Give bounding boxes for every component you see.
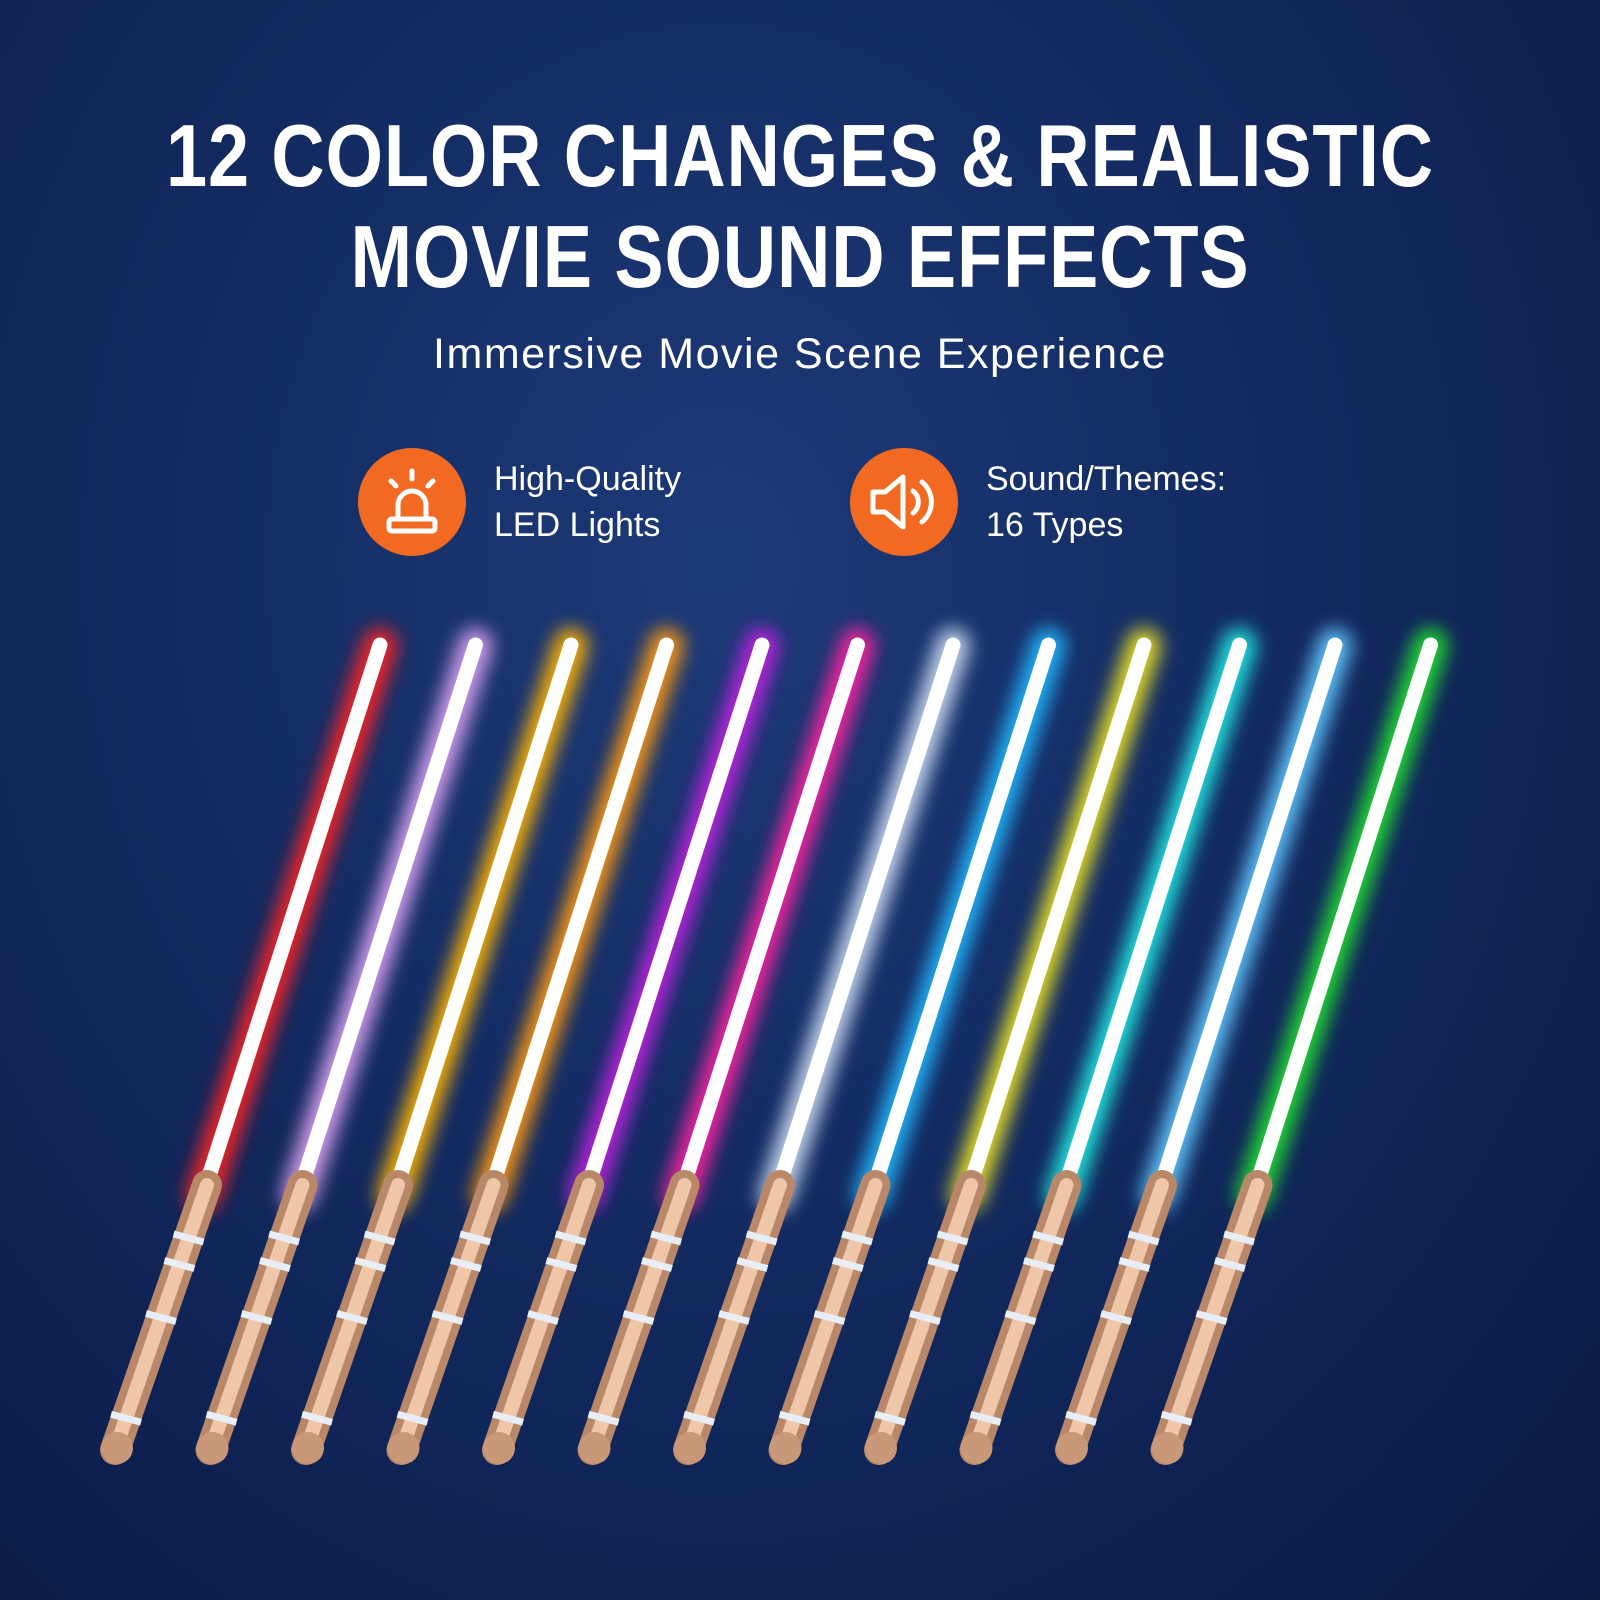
hilt-ring [874, 1410, 906, 1426]
hilt-ring [431, 1310, 464, 1325]
pommel [578, 1432, 611, 1464]
pommel [101, 1432, 133, 1464]
hilt-ring [1127, 1230, 1160, 1246]
feature-2-line-2: 16 Types [986, 506, 1124, 544]
hilt-ring [1065, 1410, 1097, 1426]
feature-1-line-2: LED Lights [494, 506, 661, 544]
hilt-ring [301, 1410, 333, 1426]
blade [768, 637, 961, 1203]
hilt-ring [336, 1310, 368, 1325]
hilt-ring [545, 1257, 578, 1272]
lightsaber [291, 628, 588, 1465]
pommel [769, 1432, 802, 1464]
hilt-ring [909, 1310, 941, 1325]
hilt-ring [683, 1410, 715, 1426]
blade [577, 637, 770, 1203]
feature-2-line-1: Sound/Themes: [986, 460, 1227, 498]
feature-sound-themes: Sound/Themes: 16 Types [850, 448, 1226, 556]
blade [673, 637, 865, 1203]
lightsaber [1150, 628, 1448, 1465]
hilt-ring [936, 1230, 969, 1246]
subtitle: Immersive Movie Scene Experience [433, 330, 1167, 378]
feature-1-line-1: High-Quality [494, 460, 682, 498]
hilt-ring [240, 1310, 273, 1325]
lightsaber [386, 628, 684, 1465]
hilt-ring [927, 1257, 960, 1272]
headline-line-2: MOVIE SOUND EFFECTS [350, 207, 1250, 306]
hilt-ring [841, 1230, 874, 1246]
hilt-ring [718, 1310, 750, 1325]
hilt-ring [736, 1257, 769, 1272]
blade [959, 637, 1152, 1203]
blade [386, 637, 579, 1203]
hilt-ring [363, 1230, 396, 1246]
hilt-ring [354, 1257, 387, 1272]
lightsaber [195, 628, 493, 1465]
hilt-ring [268, 1230, 301, 1246]
lightsaber [768, 628, 1066, 1465]
hilt-ring [258, 1257, 291, 1272]
pommel [674, 1432, 706, 1464]
hilt-ring [813, 1310, 846, 1325]
hilt-ring [459, 1230, 492, 1246]
siren-light-icon [358, 448, 466, 556]
pommel [960, 1432, 993, 1464]
hilt-ring [1004, 1310, 1037, 1325]
blade [1246, 637, 1438, 1203]
pommel [292, 1432, 324, 1464]
hilt-ring [205, 1410, 238, 1426]
hilt-ring [172, 1230, 205, 1246]
hilt-ring [527, 1310, 559, 1325]
hilt-ring [1160, 1410, 1193, 1426]
hilt-ring [492, 1410, 524, 1426]
hilt-ring [554, 1230, 587, 1246]
lightsaber [1055, 628, 1352, 1465]
hilt-ring [622, 1310, 655, 1325]
blade [291, 637, 483, 1203]
blade [482, 637, 674, 1203]
lightsaber [959, 628, 1257, 1465]
hilt-ring [1213, 1257, 1246, 1272]
hilt-ring [831, 1257, 864, 1272]
lightsaber [673, 628, 970, 1465]
lightsaber [482, 628, 779, 1465]
lightsaber [100, 628, 397, 1465]
hilt-ring [587, 1410, 620, 1426]
blade [864, 637, 1056, 1203]
hilt-ring [1223, 1230, 1256, 1246]
hilt-ring [1118, 1257, 1151, 1272]
hilt-ring [650, 1230, 683, 1246]
blade [195, 637, 388, 1203]
lightsaber [577, 628, 875, 1465]
pommel [1151, 1432, 1184, 1464]
headline-line-1: 12 COLOR CHANGES & REALISTIC [166, 106, 1434, 205]
pommel [196, 1432, 229, 1464]
hilt-ring [778, 1410, 811, 1426]
pommel [1056, 1432, 1088, 1464]
pommel [865, 1432, 897, 1464]
lightsaber [864, 628, 1161, 1465]
hilt-ring [745, 1230, 778, 1246]
hilt-ring [110, 1410, 142, 1426]
hilt-ring [396, 1410, 429, 1426]
speaker-icon [850, 448, 958, 556]
hilt-ring [449, 1257, 482, 1272]
pommel [387, 1432, 420, 1464]
hilt-ring [1100, 1310, 1132, 1325]
blade [1055, 637, 1247, 1203]
hilt-ring [1032, 1230, 1065, 1246]
hilt-ring [145, 1310, 177, 1325]
blade [1150, 637, 1343, 1203]
hilt-ring [163, 1257, 196, 1272]
pommel [483, 1432, 515, 1464]
hilt-ring [1195, 1310, 1228, 1325]
hilt-ring [640, 1257, 673, 1272]
feature-led-lights: High-Quality LED Lights [358, 448, 681, 556]
hilt-ring [1022, 1257, 1055, 1272]
hilt-ring [969, 1410, 1002, 1426]
